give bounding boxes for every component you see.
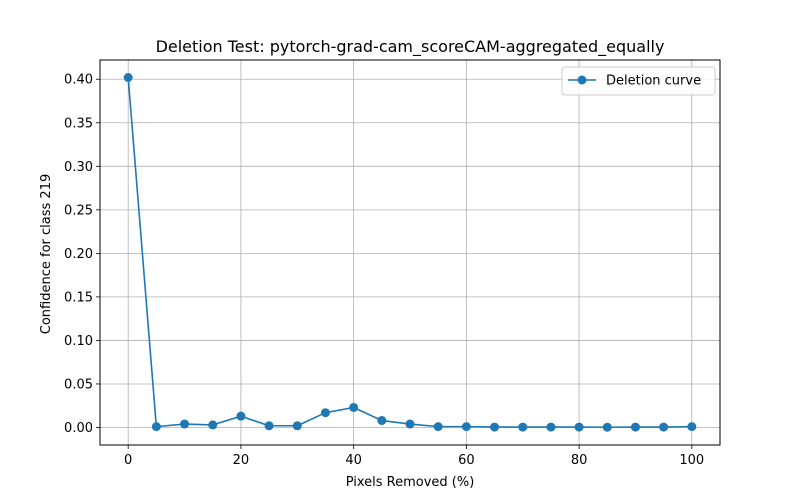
plot-frame <box>99 59 721 446</box>
x-tick-label: 80 <box>571 453 588 468</box>
x-tick-label: 60 <box>458 453 475 468</box>
data-point <box>630 422 640 432</box>
y-tick-label: 0.25 <box>64 203 93 218</box>
x-axis-label: Pixels Removed (%) <box>346 475 475 490</box>
x-tick-label: 0 <box>124 453 132 468</box>
data-point <box>687 422 697 432</box>
y-tick-label: 0.20 <box>64 247 93 262</box>
chart-title: Deletion Test: pytorch-grad-cam_scoreCAM… <box>156 37 665 57</box>
data-point <box>490 422 500 432</box>
legend-marker <box>577 75 587 85</box>
data-point <box>349 402 359 412</box>
data-point <box>264 421 274 431</box>
axis-ticks: 0 20 40 60 80 100 0.00 0.05 0.10 0.15 0.20 0.25 0.30… <box>64 73 704 468</box>
data-point <box>546 422 556 432</box>
data-point <box>151 422 161 432</box>
legend: Deletion curve <box>561 66 716 96</box>
y-tick-label: 0.05 <box>64 377 93 392</box>
x-tick-label: 40 <box>345 453 362 468</box>
y-tick-label: 0.30 <box>64 160 93 175</box>
series-layer <box>123 73 697 432</box>
data-point <box>320 408 330 418</box>
grid-lines <box>100 60 720 445</box>
y-tick-label: 0.35 <box>64 116 93 131</box>
data-point <box>208 420 218 430</box>
data-point <box>602 422 612 432</box>
y-tick-label: 0.00 <box>64 421 93 436</box>
data-point <box>574 422 584 432</box>
y-tick-label: 0.15 <box>64 290 93 305</box>
legend-box <box>561 66 716 96</box>
data-point <box>377 416 387 426</box>
data-point <box>405 419 415 429</box>
data-point <box>659 422 669 432</box>
data-point <box>292 421 302 431</box>
data-point <box>180 419 190 429</box>
y-axis-label: Confidence for class 219 <box>39 174 54 334</box>
data-point <box>236 411 246 421</box>
data-point <box>518 422 528 432</box>
legend-label: Deletion curve <box>606 74 701 89</box>
y-tick-label: 0.10 <box>64 334 93 349</box>
data-point <box>123 73 133 82</box>
data-point <box>433 422 443 432</box>
x-tick-label: 20 <box>233 453 250 468</box>
data-point <box>461 422 471 432</box>
x-tick-label: 100 <box>679 453 704 468</box>
y-tick-label: 0.40 <box>64 73 93 88</box>
